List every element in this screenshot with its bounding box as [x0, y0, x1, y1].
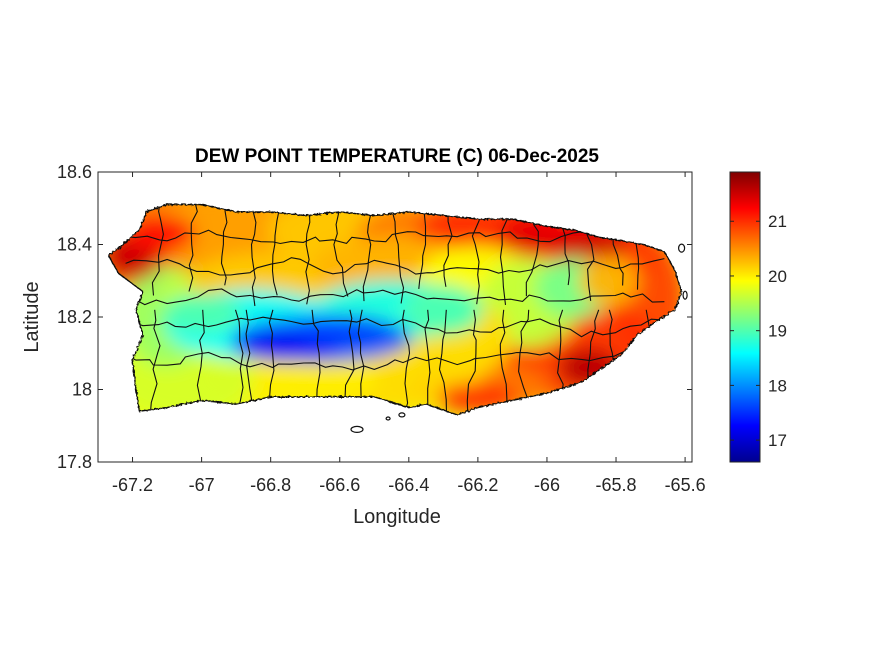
colorbar-tick-label: 19: [768, 322, 787, 341]
y-tick-label: 17.8: [57, 452, 92, 472]
y-tick-label: 18: [72, 380, 92, 400]
x-tick-label: -67.2: [112, 475, 153, 495]
colorbar-ticks: 17 18 19 20 21: [730, 212, 787, 450]
x-tick-label: -66.8: [250, 475, 291, 495]
y-tick-label: 18.2: [57, 307, 92, 327]
x-tick-label: -67: [189, 475, 215, 495]
x-tick-label: -66: [534, 475, 560, 495]
colorbar-tick-label: 21: [768, 212, 787, 231]
x-tick-label: -66.6: [319, 475, 360, 495]
y-tick-label: 18.6: [57, 162, 92, 182]
y-axis-label: Latitude: [21, 281, 43, 352]
y-tick-label: 18.4: [57, 235, 92, 255]
x-tick-label: -65.6: [665, 475, 706, 495]
x-tick-label: -65.8: [596, 475, 637, 495]
coastline: [107, 203, 683, 416]
colorbar: [729, 171, 761, 463]
colorbar-tick-label: 20: [768, 267, 787, 286]
x-tick-label: -66.2: [457, 475, 498, 495]
x-axis-ticks: -67.2 -67 -66.8 -66.6 -66.4 -66.2 -66 -65.8 -65.…: [112, 172, 706, 495]
map-title: DEW POINT TEMPERATURE (C) 06-Dec-2025: [195, 146, 599, 167]
colorbar-tick-label: 18: [768, 376, 787, 395]
x-axis-label: Longitude: [353, 506, 441, 528]
small-islands: [350, 243, 688, 433]
x-tick-label: -66.4: [388, 475, 429, 495]
y-axis-ticks: 17.8 18 18.2 18.4 18.6: [57, 162, 692, 472]
colorbar-tick-label: 17: [768, 431, 787, 450]
